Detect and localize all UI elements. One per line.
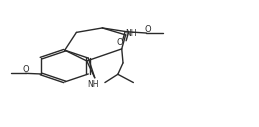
Text: NH: NH [88, 80, 99, 89]
Text: O: O [144, 25, 151, 34]
Text: NH: NH [126, 29, 137, 38]
Text: O: O [22, 65, 29, 74]
Text: O: O [116, 38, 123, 47]
